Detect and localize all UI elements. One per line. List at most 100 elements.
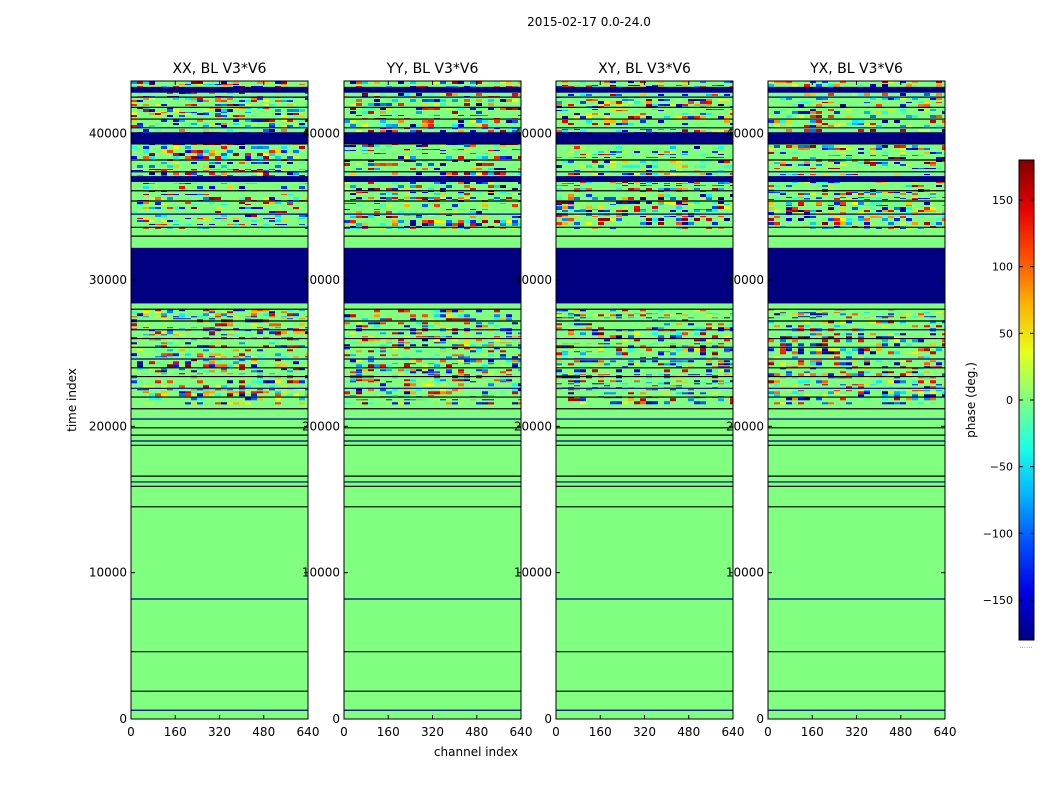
charts-1-noise-0-794 [428,391,434,394]
charts-0-noise-0-417 [293,339,299,340]
charts-1-noise-0-34 [368,314,374,317]
charts-0-noise-1-334 [155,109,161,112]
charts-0-noise-1-1295 [161,204,167,205]
charts-1-noise-1-190 [404,103,410,106]
charts-1-noise-1-1325 [374,211,380,214]
charts-0-noise-0-187 [173,323,179,326]
charts-0-noise-1-960 [131,170,137,171]
charts-0-noise-0-807 [293,380,299,383]
charts-1-noise-1-380 [464,124,470,127]
charts-1-noise-1-294 [488,115,494,116]
charts-1-noise-1-815 [374,168,380,170]
charts-0-noise-1-963 [149,170,155,171]
charts-1-noise-1-658 [512,149,518,150]
charts-0-noise-0-345 [221,334,227,335]
charts-0-noise-1-928 [299,165,305,168]
charts-0-noise-0-890 [251,391,257,393]
charts-0-noise-0-848 [179,389,185,390]
charts-1-noise-0-387 [506,350,512,352]
charts-1-noise-0-723 [362,383,368,386]
charts-1-noise-0-617 [446,374,452,375]
charts-0-noise-1-1454 [215,220,221,222]
charts-0-noise-0-548 [179,356,185,357]
charts-1-noise-0-328 [512,344,518,346]
charts-0-noise-1-508 [299,123,305,125]
charts-0-noise-0-875 [161,391,167,393]
charts-1-noise-1-180 [344,103,350,106]
charts-0-noise-0-668 [179,368,185,370]
charts-1-noise-1-182 [356,103,362,106]
charts-1-noise-0-742 [476,383,482,386]
charts-1-noise-1-1357 [386,215,392,216]
charts-0-noise-0-124 [155,318,161,319]
charts-0-noise-1-498 [239,123,245,125]
charts-0-noise-0-196 [227,323,233,326]
charts-0-noise-1-1309 [245,204,251,205]
charts-0-noise-0-921 [257,393,263,396]
charts-1-noise-0-574 [368,371,374,373]
charts-1-noise-0-436 [440,356,446,358]
charts-1-noise-0-79 [458,318,464,320]
charts-1-noise-0-666 [380,379,386,381]
charts-1-noise-0-784 [368,391,374,394]
charts-1-noise-0-578 [392,371,398,373]
charts-0-noise-0-984 [275,402,281,404]
charts-0-noise-1-267 [293,100,299,102]
charts-0-noise-0-34 [155,311,161,313]
charts-0-noise-0-846 [167,389,173,390]
charts-1-noise-1-859 [458,172,464,175]
charts-1-noise-1-1423 [422,220,428,223]
charts-0-noise-0-612 [203,361,209,364]
charts-0-noise-1-725 [161,146,167,149]
charts-1-noise-1-1314 [488,209,494,210]
charts-1-noise-1-1018 [512,188,518,190]
charts-0-noise-0-536 [287,353,293,356]
charts-0-noise-0-913 [209,393,215,396]
charts-0-noise-0-316 [227,331,233,334]
charts-0-noise-0-714 [275,370,281,372]
charts-1-noise-1-1104 [488,192,494,193]
charts-0-noise-1-1091 [197,183,203,184]
charts-0-noise-0-72 [203,313,209,316]
charts-1-noise-1-1362 [416,215,422,216]
charts-0-noise-0-954 [275,397,281,400]
charts-1-noise-0-895 [494,399,500,400]
charts-0-noise-1-764 [215,150,221,153]
charts-0-noise-0-307 [173,331,179,334]
charts-1-noise-1-633 [362,149,368,150]
charts-1-noise-1-1389 [398,216,404,218]
charts-0-noise-1-230 [251,98,257,100]
charts-0-noise-1-769 [245,150,251,153]
charts-1-noise-1-260 [464,111,470,114]
charts-0-noise-0-392 [143,339,149,340]
charts-0-noise-0-323 [269,331,275,334]
charts-1-noise-0-585 [434,371,440,373]
charts-1-noise-1-1087 [386,192,392,193]
charts-0-noise-1-878 [179,162,185,164]
charts-0-noise-1-1493 [269,224,275,225]
charts-1-noise-0-410 [464,354,470,356]
charts-0-noise-0-208 [299,323,305,326]
charts-0-noise-0-962 [143,402,149,404]
charts-0-noise-1-46 [227,84,233,85]
charts-1-noise-0-107 [446,322,452,324]
charts-0-noise-1-825 [221,156,227,159]
charts-0-noise-0-534 [275,353,281,356]
charts-1-noise-0-195 [434,332,440,334]
charts-0-noise-1-889 [245,162,251,164]
charts-1-noise-0-225 [434,336,440,337]
charts-1-noise-0-686 [500,379,506,381]
charts-1-noise-1-256 [440,111,446,114]
charts-0-noise-0-728 [179,373,185,374]
charts-1-noise-1-714 [488,153,494,154]
charts-0-noise-0-296 [287,330,293,331]
charts-0-noise-0-965 [161,402,167,404]
charts-0-noise-0-311 [197,331,203,334]
charts-0-noise-0-798 [239,380,245,383]
charts-0-noise-0-915 [221,393,227,396]
charts-1-noise-0-561 [470,369,476,371]
charts-0-noise-1-273 [149,104,155,106]
charts-1-noise-1-176 [500,99,506,102]
charts-1-noise-0-741 [470,383,476,386]
charts-0-noise-0-139 [245,318,251,319]
